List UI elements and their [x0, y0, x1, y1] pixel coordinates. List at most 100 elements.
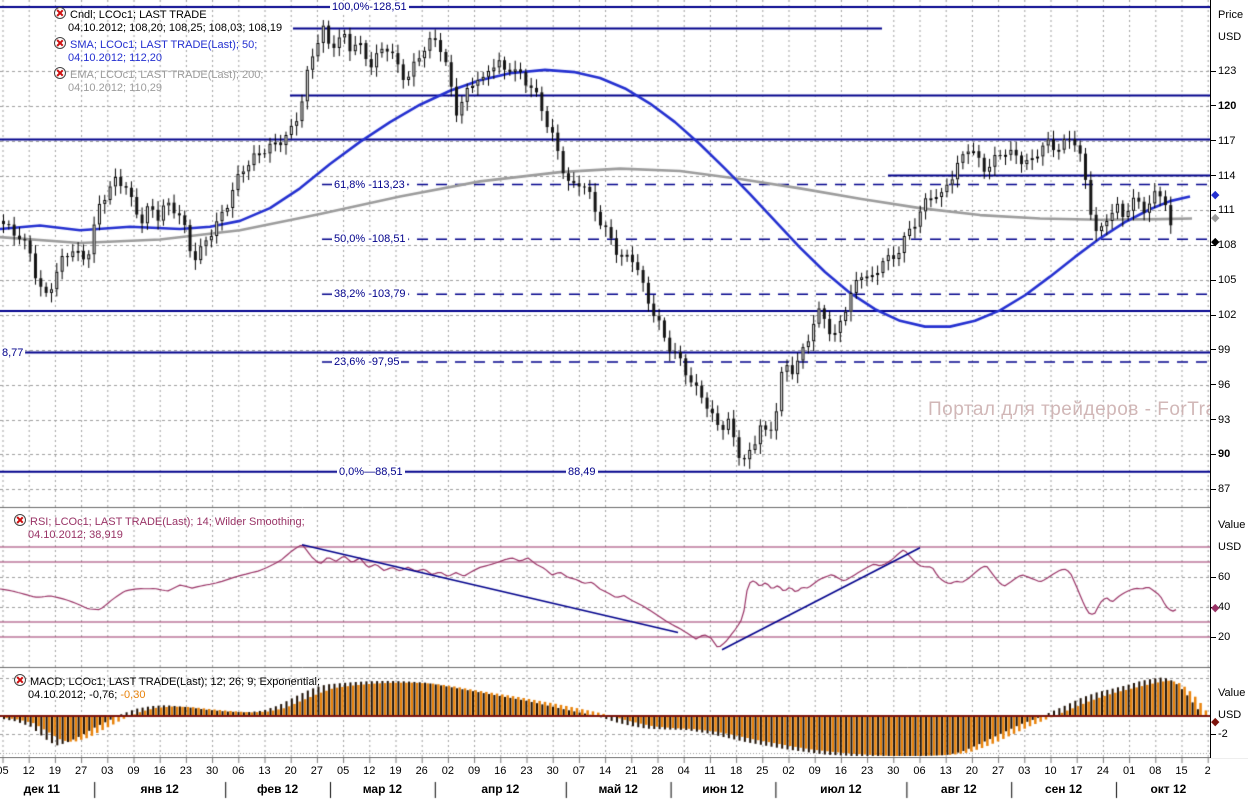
last-value-marker: ◆ [1211, 211, 1220, 224]
date-tick-label: 28 [651, 765, 664, 777]
date-tick-label: 2 [1204, 765, 1211, 777]
date-tick-label: 30 [887, 765, 900, 777]
axis-tick [1211, 140, 1216, 142]
rsi-tick-label: 60 [1218, 571, 1231, 583]
date-tick-label: 24 [1096, 765, 1110, 777]
price-tick-label: 114 [1218, 169, 1236, 182]
axis-tick [1211, 70, 1216, 72]
axis-tick [1211, 314, 1216, 316]
chart-plot-area[interactable] [0, 0, 1210, 758]
axis-tick [1211, 733, 1216, 735]
axis-tick [1211, 419, 1216, 421]
fib-level-label: 0,0%—88,51 [337, 465, 405, 478]
legend-sma-values: 04.10.2012; 112,20 [68, 52, 162, 64]
last-value-marker: ◆ [1211, 189, 1220, 202]
series-properties-icon[interactable] [14, 674, 26, 686]
rsi-tick-label: 40 [1218, 601, 1231, 613]
legend-rsi-title: RSI; LCOc1; LAST TRADE(Last); 14; Wilder… [30, 516, 305, 528]
date-tick-label: 23 [860, 765, 874, 777]
price-axis-unit: USD [1218, 31, 1242, 43]
legend-ema-values: 04.10.2012; 110,29 [68, 82, 162, 94]
price-tick-label: 87 [1218, 483, 1231, 496]
series-properties-icon[interactable] [14, 514, 26, 526]
legend-candle-row2: 04.10.2012; 108,20; 108,25; 108,03; 108,… [68, 22, 282, 35]
date-tick-label: 06 [913, 765, 926, 777]
series-properties-icon[interactable] [54, 7, 66, 19]
price-axis-title: Price [1218, 9, 1244, 21]
fib-level-label: 50,0% -108,51 [332, 233, 408, 246]
date-tick-label: 30 [205, 765, 219, 777]
fib-level-label: 23,6% -97,95 [332, 356, 402, 369]
date-tick-label: 30 [546, 765, 559, 777]
month-label: май 12 [598, 782, 638, 796]
month-label: сен 12 [1044, 782, 1083, 796]
legend-candle-title: Cndl; LCOc1; LAST TRADE [70, 9, 207, 21]
date-tick-label: 25 [756, 765, 769, 777]
month-label: дек 11 [23, 782, 60, 796]
legend-candle-values: 04.10.2012; 108,20; 108,25; 108,03; 108,… [68, 22, 283, 34]
legend-macd-signal-value: -0,30 [120, 689, 146, 701]
series-properties-icon[interactable] [54, 67, 66, 79]
legend-sma-row2: 04.10.2012; 112,20 [68, 52, 162, 65]
price-tick-label: 123 [1218, 65, 1237, 77]
legend-macd-values: 04.10.2012; -0,76; [28, 689, 121, 701]
macd-last-value-marker: ◆ [1211, 715, 1220, 728]
last-value-marker: ◆ [1211, 236, 1220, 249]
date-tick-label: 10 [1044, 765, 1057, 777]
legend-ema-title: EMA; LCOc1; LAST TRADE(Last); 200; [70, 69, 264, 81]
date-tick-label: 11 [704, 765, 716, 777]
axis-tick [1211, 175, 1216, 177]
date-tick-label: 09 [808, 765, 821, 777]
legend-sma-title: SMA; LCOc1; LAST TRADE(Last); 50; [70, 39, 258, 51]
date-tick-label: 08 [1149, 765, 1162, 777]
date-tick-label: 27 [991, 765, 1005, 777]
date-tick-label: 16 [153, 765, 166, 777]
axis-tick [1211, 636, 1216, 638]
axis-tick [1211, 453, 1216, 455]
month-label: янв 12 [140, 782, 179, 796]
legend-candle-row1: Cndl; LCOc1; LAST TRADE [54, 7, 207, 22]
month-label: июл 12 [820, 782, 862, 796]
month-label: июн 12 [702, 782, 744, 796]
rsi-last-value-marker: ◆ [1211, 601, 1220, 614]
month-label: мар 12 [362, 782, 403, 796]
price-tick-label: 99 [1218, 343, 1231, 356]
axis-tick [1211, 105, 1216, 107]
date-tick-label: 12 [22, 765, 35, 777]
month-label: окт 12 [1150, 782, 1187, 796]
price-tick-label: 105 [1218, 274, 1237, 287]
price-line-label: 8,77 [0, 346, 26, 359]
watermark: Портал для трейдеров - ForTrader.ru [928, 399, 1248, 420]
fib-level-label: 38,2% -103,79 [332, 288, 408, 301]
date-tick-label: 01 [1122, 765, 1136, 777]
month-label: авг 12 [940, 782, 977, 796]
price-tick-label: 120 [1218, 99, 1237, 112]
date-tick-label: 03 [1018, 765, 1031, 777]
date-tick-label: 20 [284, 765, 297, 777]
date-tick-label: 16 [834, 765, 848, 777]
date-tick-label: 07 [572, 765, 586, 777]
axis-tick [1211, 384, 1216, 386]
legend-macd-title: MACD; LCOc1; LAST TRADE(Last); 12; 26; 9… [30, 676, 320, 688]
legend-macd-row2: 04.10.2012; -0,76; -0,30 [28, 689, 145, 702]
rsi-tick-label: 20 [1218, 631, 1231, 643]
date-tick-label: 05 [336, 765, 350, 777]
date-tick-label: 03 [101, 765, 114, 777]
fib-level-label: 61,8% -113,23 [332, 178, 407, 191]
macd-tick-label: -2 [1218, 728, 1228, 740]
month-label: апр 12 [481, 782, 520, 796]
date-tick-label: 20 [965, 765, 979, 777]
price-tick-label: 111 [1218, 204, 1235, 217]
legend-ema-row2: 04.10.2012; 110,29 [68, 82, 162, 95]
date-tick-label: 26 [415, 765, 428, 777]
legend-ema-row1: EMA; LCOc1; LAST TRADE(Last); 200; [54, 67, 263, 82]
date-tick-label: 15 [1175, 765, 1188, 777]
rsi-axis-title: Value [1218, 519, 1246, 531]
date-tick-label: 21 [625, 765, 638, 777]
date-tick-label: 04 [677, 765, 690, 777]
macd-axis-unit: USD [1218, 709, 1242, 721]
series-properties-icon[interactable] [54, 37, 66, 49]
date-tick-label: 19 [389, 765, 402, 777]
price-axis: Price USD Value USD Value USD 123 120 117 1… [1210, 0, 1248, 758]
